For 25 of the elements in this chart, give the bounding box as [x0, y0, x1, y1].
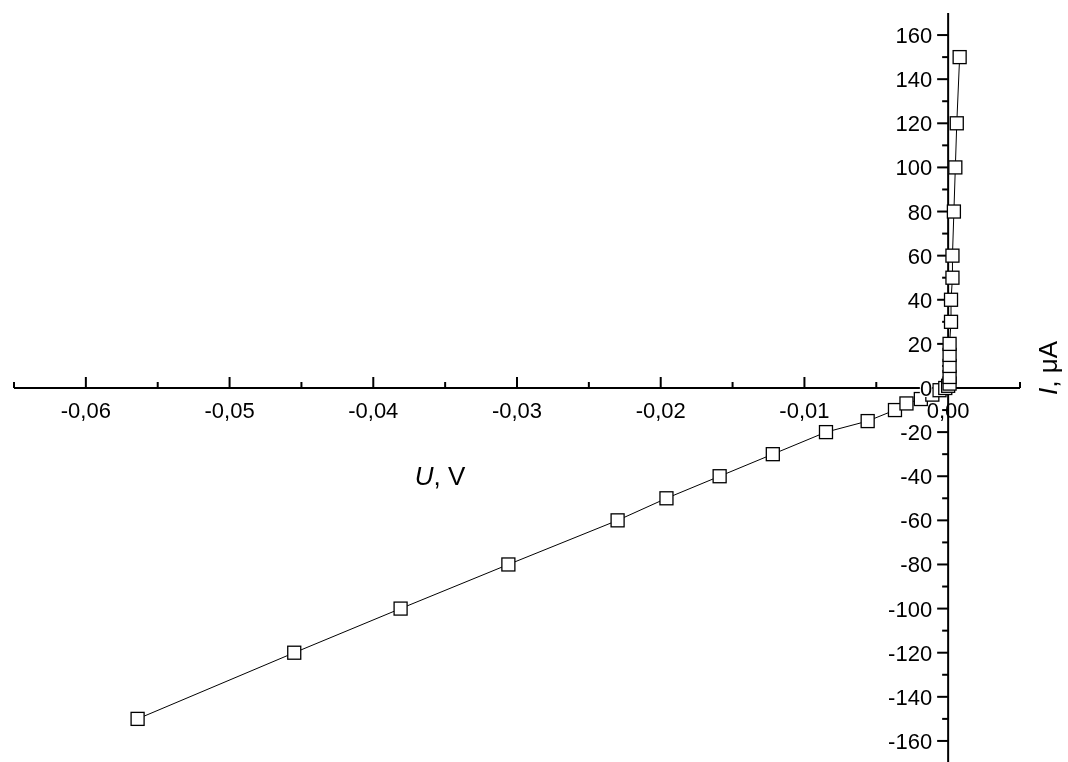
x-tick-label: -0,02 [635, 398, 686, 423]
x-tick-label: -0,05 [204, 398, 255, 423]
x-tick-label: -0,04 [348, 398, 399, 423]
y-tick-label: 80 [907, 199, 933, 225]
y-tick-label: -40 [900, 464, 933, 490]
y-tick-label: 0 [919, 376, 933, 401]
y-tick-label: 100 [895, 155, 933, 181]
y-tick-label: 40 [907, 287, 933, 313]
x-axis-title: U, V [414, 461, 466, 491]
y-tick-label: -80 [900, 552, 933, 578]
y-tick-label: -120 [888, 640, 933, 666]
y-tick-label: 60 [907, 243, 933, 269]
y-axis-title: I, μA [1033, 340, 1063, 396]
y-tick-label: 140 [895, 67, 933, 93]
y-tick-label: -140 [888, 684, 933, 710]
x-tick-label: -0,01 [779, 398, 830, 423]
x-tick-label: -0,06 [60, 398, 111, 423]
y-tick-label: -160 [888, 728, 933, 754]
y-tick-label: -20 [900, 420, 933, 446]
y-tick-label: -100 [888, 596, 933, 622]
y-tick-label: 120 [895, 111, 933, 137]
y-tick-label: 20 [907, 331, 933, 357]
y-tick-label: -60 [900, 508, 933, 534]
x-tick-label: -0,03 [491, 398, 543, 423]
y-tick-label: 160 [895, 23, 933, 49]
